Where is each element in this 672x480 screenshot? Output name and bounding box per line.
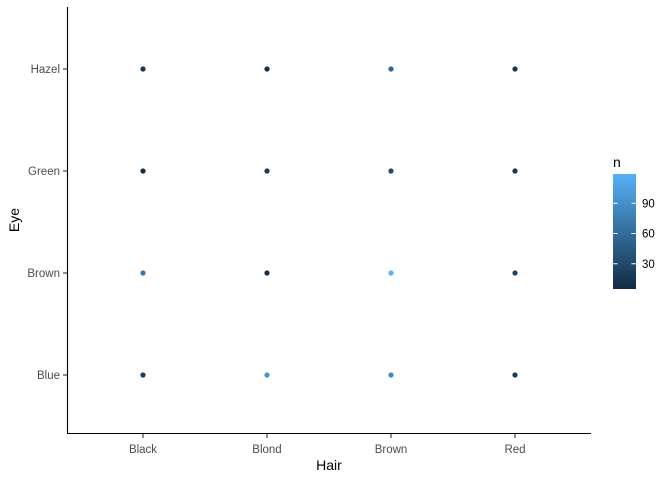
- x-tick-label: Blond: [252, 444, 281, 456]
- y-tick-label: Brown: [27, 268, 60, 280]
- data-point: [512, 270, 518, 276]
- data-point: [264, 66, 270, 72]
- x-tick-label: Black: [129, 444, 157, 456]
- data-point: [140, 168, 146, 174]
- legend-break-label: 90: [642, 198, 655, 210]
- data-point: [512, 372, 518, 378]
- y-tick-label: Blue: [37, 370, 60, 382]
- legend-breaks: 30 60 90: [613, 198, 655, 271]
- data-point: [140, 270, 146, 276]
- y-tick-label: Green: [28, 166, 60, 178]
- legend-colorbar: [613, 174, 636, 289]
- y-tick-label: Hazel: [31, 64, 60, 76]
- data-point: [140, 66, 146, 72]
- data-point: [388, 66, 394, 72]
- points: [140, 66, 518, 378]
- data-point: [388, 270, 394, 276]
- data-point: [140, 372, 146, 378]
- legend-break-label: 30: [642, 259, 655, 271]
- data-point: [264, 372, 270, 378]
- axes: [66, 7, 591, 435]
- data-point: [264, 270, 270, 276]
- data-point: [264, 168, 270, 174]
- x-tick-label: Red: [504, 444, 525, 456]
- legend-break-label: 60: [642, 229, 655, 241]
- data-point: [512, 66, 518, 72]
- data-point: [388, 168, 394, 174]
- y-ticks: Blue Brown Green Hazel: [27, 64, 67, 382]
- data-point: [512, 168, 518, 174]
- y-axis-title: Eye: [6, 208, 22, 232]
- x-ticks: Black Blond Brown Red: [129, 434, 526, 456]
- color-legend: n 30 60 90: [613, 154, 655, 289]
- legend-title: n: [613, 154, 621, 170]
- x-tick-label: Brown: [375, 444, 408, 456]
- data-point: [388, 372, 394, 378]
- x-axis-title: Hair: [316, 457, 342, 473]
